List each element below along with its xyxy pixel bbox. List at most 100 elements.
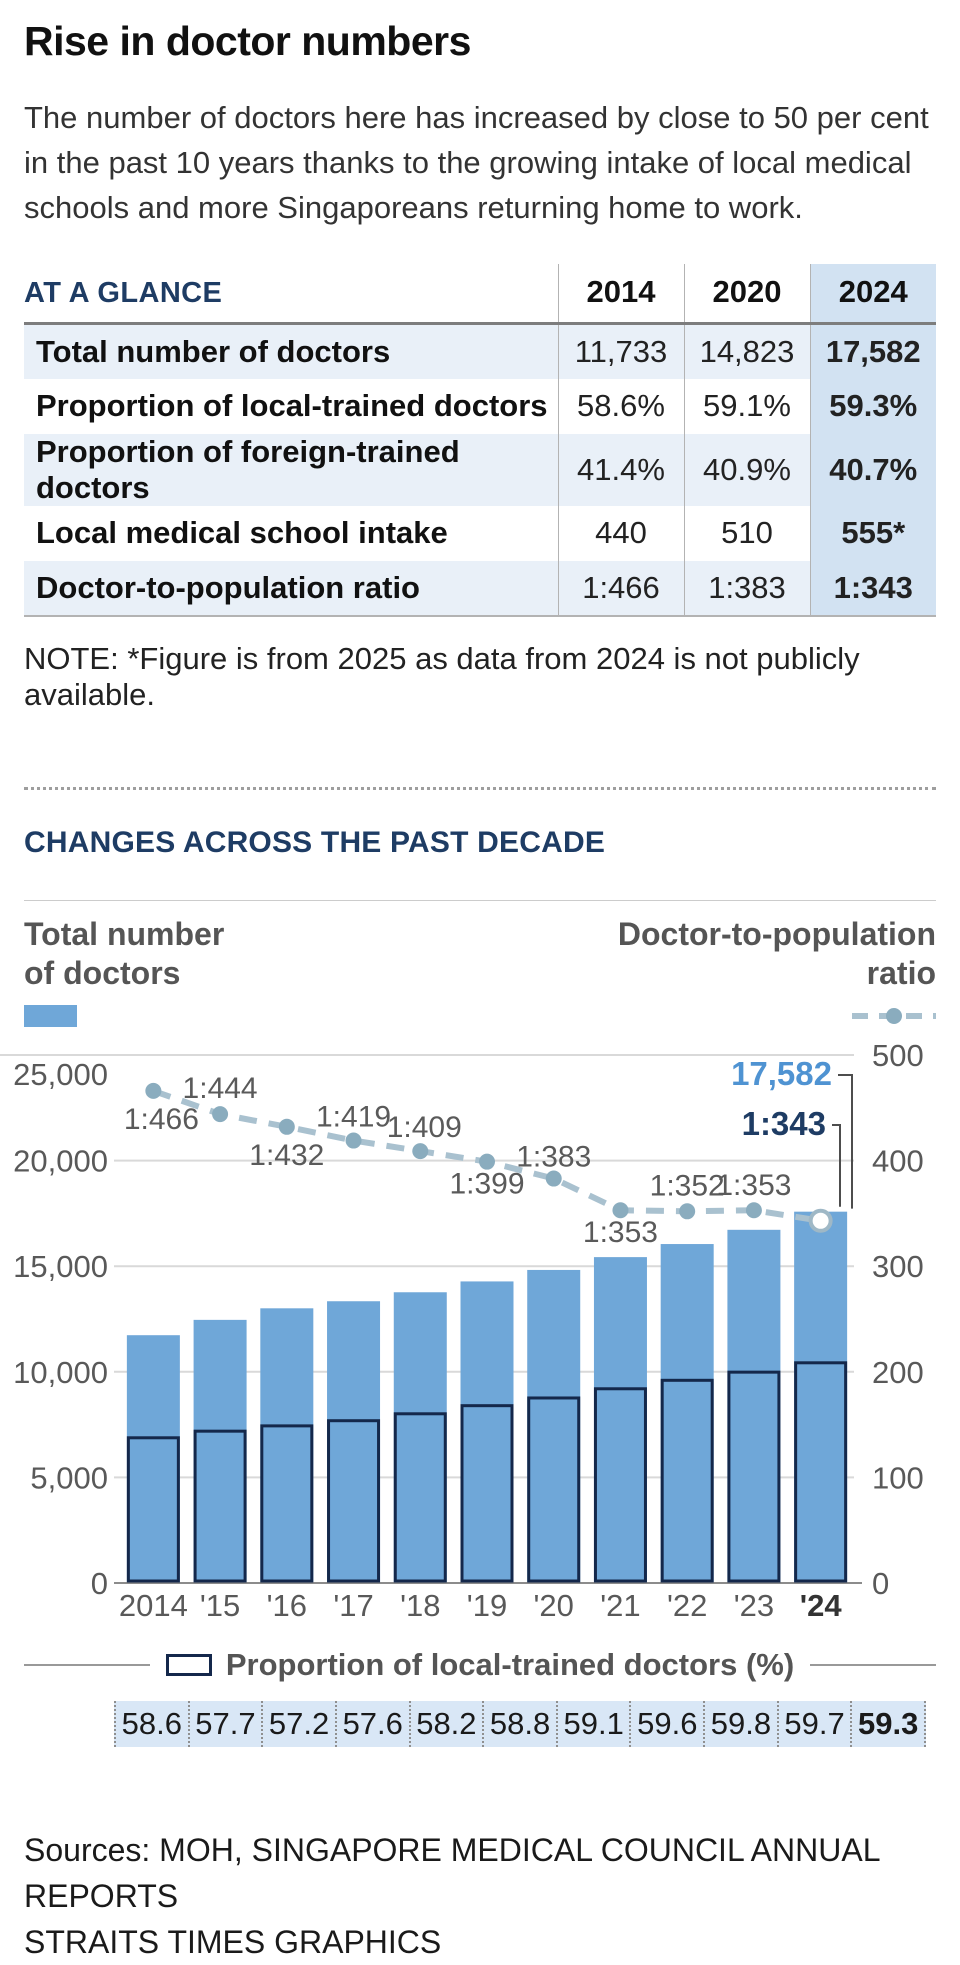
- table-row: Local medical school intake 440 510 555*: [24, 505, 936, 561]
- row-value: 14,823: [683, 323, 810, 379]
- row-value: 59.3%: [809, 378, 936, 434]
- row-value: 59.1%: [683, 378, 810, 434]
- svg-text:300: 300: [872, 1249, 924, 1284]
- svg-text:1:353: 1:353: [583, 1216, 658, 1249]
- row-value: 510: [683, 505, 810, 561]
- table-row: Doctor-to-population ratio 1:466 1:383 1:34…: [24, 560, 936, 617]
- svg-text:0: 0: [872, 1566, 889, 1601]
- svg-text:1:444: 1:444: [183, 1072, 258, 1105]
- svg-text:5,000: 5,000: [30, 1460, 108, 1495]
- row-label: Proportion of local-trained doctors: [36, 388, 548, 423]
- svg-text:'17: '17: [333, 1588, 373, 1623]
- page-title: Rise in doctor numbers: [24, 18, 471, 64]
- row-value: 40.9%: [683, 433, 810, 506]
- row-value: 1:383: [683, 560, 810, 617]
- ratio-legend: Doctor-to-population ratio: [618, 915, 936, 1027]
- pct-legend-rule-left: [24, 1663, 150, 1666]
- pct-value: 57.6: [334, 1700, 409, 1747]
- pct-legend-swatch-icon: [165, 1653, 212, 1676]
- sources-line1: Sources: MOH, SINGAPORE MEDICAL COUNCIL …: [24, 1831, 880, 1914]
- row-value: 555*: [809, 505, 936, 561]
- row-label: Total number of doctors: [36, 333, 391, 369]
- table-header-row: AT A GLANCE 2014 2020 2024: [24, 264, 936, 325]
- svg-text:1:352: 1:352: [650, 1169, 725, 1202]
- at-a-glance-table: AT A GLANCE 2014 2020 2024 Total number of…: [24, 264, 936, 617]
- pct-value: 59.7: [776, 1700, 851, 1747]
- sources-line2: STRAITS TIMES GRAPHICS: [24, 1923, 442, 1960]
- svg-text:400: 400: [872, 1143, 924, 1178]
- year-header-2020: 2020: [683, 264, 810, 325]
- svg-text:'16: '16: [267, 1588, 307, 1623]
- row-label: Local medical school intake: [36, 515, 448, 550]
- svg-text:1:409: 1:409: [387, 1111, 462, 1144]
- svg-text:10,000: 10,000: [13, 1354, 108, 1389]
- pct-value: 58.8: [482, 1700, 556, 1747]
- pct-value: 59.8: [703, 1700, 777, 1747]
- svg-text:'22: '22: [667, 1588, 707, 1623]
- table-row: Proportion of foreign-trained doctors 41.…: [24, 433, 936, 506]
- svg-text:20,000: 20,000: [13, 1143, 108, 1178]
- svg-text:'19: '19: [467, 1588, 507, 1623]
- combo-chart: 25,000 500 20,000 400 15,000 300 10,000 200 5,00…: [0, 1038, 924, 1623]
- svg-text:1:466: 1:466: [124, 1102, 199, 1135]
- svg-text:'15: '15: [200, 1588, 240, 1623]
- year-header-2024: 2024: [809, 264, 936, 325]
- row-value: 1:343: [809, 560, 936, 617]
- svg-text:1:353: 1:353: [716, 1169, 791, 1202]
- pct-value: 59.6: [629, 1700, 704, 1747]
- table-row: Proportion of local-trained doctors 58.6%…: [24, 378, 936, 434]
- pct-value: 58.6: [114, 1700, 188, 1747]
- row-value: 58.6%: [557, 378, 684, 434]
- svg-text:1:419: 1:419: [316, 1100, 391, 1133]
- svg-text:17,582: 17,582: [731, 1055, 832, 1092]
- bar-legend-swatch: [24, 1004, 77, 1027]
- svg-text:500: 500: [872, 1038, 924, 1073]
- table-note: NOTE: *Figure is from 2025 as data from …: [24, 640, 860, 712]
- pct-value: 57.7: [187, 1700, 262, 1747]
- pct-value: 58.2: [408, 1700, 483, 1747]
- section-divider: [24, 786, 936, 790]
- pct-legend-label: Proportion of local-trained doctors (%): [225, 1646, 795, 1682]
- svg-text:'18: '18: [400, 1588, 440, 1623]
- year-header-2014: 2014: [557, 264, 684, 325]
- svg-text:'23: '23: [734, 1588, 774, 1623]
- svg-text:'20: '20: [534, 1588, 574, 1623]
- chart-legend-header: Total number of doctors Doctor-to-popula…: [24, 915, 936, 1027]
- bar-legend-label-line1: Total number: [24, 915, 225, 952]
- bar-legend: Total number of doctors: [24, 915, 224, 1027]
- bar-legend-label-line2: of doctors: [24, 954, 181, 991]
- intro-paragraph: The number of doctors here has increased…: [24, 100, 929, 225]
- pct-value: 59.1: [555, 1700, 630, 1747]
- svg-text:100: 100: [872, 1460, 924, 1495]
- svg-text:1:399: 1:399: [449, 1167, 524, 1200]
- chart-top-rule: [24, 899, 936, 901]
- svg-text:15,000: 15,000: [13, 1249, 108, 1284]
- row-value: 41.4%: [557, 433, 684, 506]
- ratio-legend-label-line2: ratio: [866, 954, 936, 991]
- pct-legend: Proportion of local-trained doctors (%): [24, 1647, 936, 1683]
- svg-text:1:432: 1:432: [249, 1138, 324, 1171]
- row-value: 11,733: [557, 323, 684, 379]
- svg-text:200: 200: [872, 1354, 924, 1389]
- svg-text:'21: '21: [600, 1588, 640, 1623]
- pct-legend-rule-right: [810, 1663, 936, 1666]
- svg-text:'24: '24: [800, 1588, 843, 1623]
- pct-value: 57.2: [261, 1700, 335, 1747]
- section-heading: CHANGES ACROSS THE PAST DECADE: [24, 825, 606, 859]
- ratio-legend-swatch: [852, 1007, 936, 1024]
- row-value: 1:466: [557, 560, 684, 617]
- pct-value: 59.3: [850, 1700, 927, 1747]
- row-label: Doctor-to-population ratio: [24, 560, 558, 617]
- row-value: 40.7%: [809, 433, 936, 506]
- ratio-legend-label-line1: Doctor-to-population: [617, 915, 936, 952]
- row-value: 17,582: [809, 323, 936, 379]
- svg-text:25,000: 25,000: [13, 1057, 108, 1092]
- svg-text:1:383: 1:383: [516, 1140, 591, 1173]
- svg-text:0: 0: [91, 1566, 108, 1601]
- table-row: Total number of doctors 11,733 14,823 17,58…: [24, 323, 936, 379]
- svg-text:2014: 2014: [119, 1588, 188, 1623]
- row-label: Proportion of foreign-trained doctors: [36, 433, 460, 505]
- row-value: 440: [557, 505, 684, 561]
- pct-values-row: 58.6 57.7 57.2 57.6 58.2 58.8 59.1 59.6 59.8 59.7…: [114, 1700, 927, 1747]
